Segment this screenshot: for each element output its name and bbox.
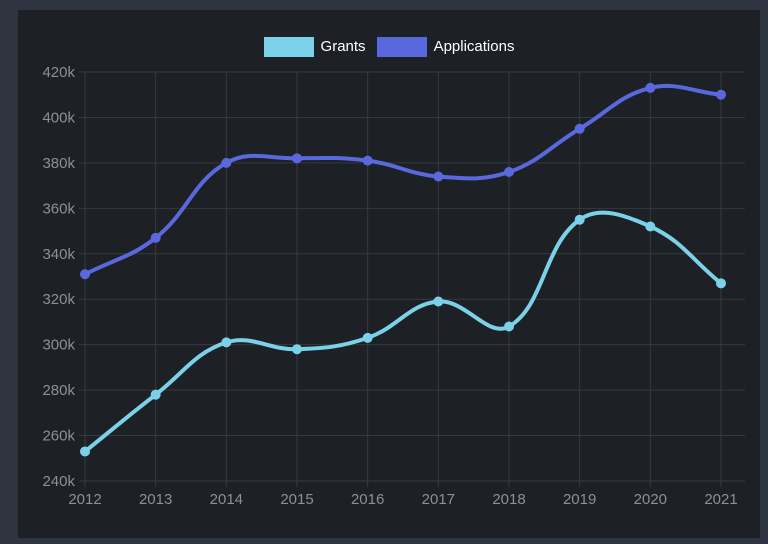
- y-tick-label: 360k: [42, 200, 75, 217]
- data-point-grants[interactable]: [292, 344, 302, 355]
- y-tick-label: 380k: [42, 155, 75, 172]
- grants-swatch: [263, 37, 314, 57]
- series-line-applications: [83, 83, 723, 277]
- x-tick-label: 2014: [210, 491, 243, 508]
- data-point-grants[interactable]: [574, 214, 585, 225]
- data-point-grants[interactable]: [645, 221, 656, 232]
- data-point-grants[interactable]: [362, 332, 373, 343]
- data-point-applications[interactable]: [574, 123, 585, 134]
- data-point-applications[interactable]: [716, 89, 726, 100]
- series-line-grants: [83, 210, 723, 454]
- y-tick-label: 260k: [42, 428, 75, 445]
- x-tick-label: 2016: [351, 491, 384, 508]
- data-point-applications[interactable]: [221, 157, 232, 168]
- x-tick-label: 2013: [139, 491, 172, 508]
- x-tick-label: 2020: [634, 491, 667, 508]
- legend-item-applications[interactable]: Applications: [376, 37, 515, 57]
- data-point-grants[interactable]: [433, 296, 444, 307]
- data-point-applications[interactable]: [150, 232, 161, 243]
- data-point-applications[interactable]: [645, 82, 656, 93]
- x-tick-label: 2012: [68, 491, 101, 508]
- y-tick-label: 340k: [42, 246, 75, 263]
- data-point-grants[interactable]: [221, 337, 232, 348]
- data-point-applications[interactable]: [433, 171, 444, 182]
- data-point-applications[interactable]: [292, 153, 302, 164]
- data-point-grants[interactable]: [716, 278, 726, 289]
- data-point-applications[interactable]: [504, 166, 514, 177]
- x-tick-label: 2019: [563, 491, 596, 508]
- legend-item-grants[interactable]: Grants: [263, 37, 366, 57]
- chart-legend: Grants Applications: [18, 37, 760, 57]
- y-tick-label: 320k: [42, 291, 75, 308]
- legend-label-applications: Applications: [433, 38, 515, 55]
- x-tick-label: 2017: [422, 491, 455, 508]
- x-tick-label: 2018: [492, 491, 525, 508]
- data-point-grants[interactable]: [80, 446, 90, 457]
- y-tick-label: 300k: [42, 337, 75, 354]
- applications-swatch: [376, 37, 427, 57]
- data-point-grants[interactable]: [150, 389, 161, 400]
- y-tick-label: 280k: [42, 382, 75, 399]
- y-tick-label: 400k: [42, 109, 75, 126]
- data-point-applications[interactable]: [80, 269, 90, 280]
- chart-card: [18, 10, 760, 538]
- data-point-grants[interactable]: [504, 321, 514, 332]
- data-point-applications[interactable]: [362, 155, 373, 166]
- y-tick-label: 240k: [42, 473, 75, 490]
- x-tick-label: 2021: [704, 491, 737, 508]
- legend-label-grants: Grants: [320, 38, 366, 55]
- x-tick-label: 2015: [280, 491, 313, 508]
- y-tick-label: 420k: [42, 64, 75, 81]
